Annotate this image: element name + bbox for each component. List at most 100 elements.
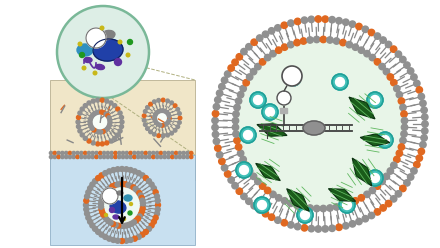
Circle shape [246, 198, 252, 204]
Circle shape [268, 28, 275, 34]
Circle shape [80, 151, 83, 155]
Circle shape [143, 119, 146, 122]
Circle shape [418, 93, 425, 100]
Circle shape [121, 223, 126, 228]
Circle shape [352, 198, 359, 204]
Circle shape [158, 123, 162, 127]
Circle shape [329, 17, 335, 23]
Circle shape [129, 221, 134, 226]
Circle shape [153, 132, 156, 136]
Circle shape [166, 99, 169, 103]
Circle shape [84, 151, 87, 155]
Circle shape [404, 62, 410, 68]
Circle shape [106, 155, 110, 159]
Circle shape [103, 151, 106, 155]
Circle shape [288, 20, 294, 26]
Circle shape [329, 225, 335, 231]
Circle shape [250, 92, 266, 108]
Circle shape [121, 155, 125, 159]
Circle shape [84, 198, 89, 203]
Circle shape [139, 212, 143, 217]
Circle shape [140, 173, 145, 178]
Circle shape [255, 63, 261, 70]
Circle shape [99, 201, 103, 206]
Circle shape [327, 205, 333, 211]
Circle shape [168, 117, 171, 120]
Circle shape [235, 144, 242, 150]
Circle shape [93, 71, 97, 75]
Circle shape [173, 128, 177, 132]
Circle shape [396, 150, 403, 156]
Circle shape [148, 155, 151, 159]
Circle shape [127, 222, 132, 227]
Circle shape [387, 168, 393, 174]
Circle shape [422, 121, 428, 127]
Circle shape [90, 112, 110, 132]
Circle shape [84, 155, 87, 159]
Circle shape [136, 216, 140, 221]
Circle shape [280, 84, 360, 164]
Circle shape [414, 161, 420, 168]
Circle shape [90, 126, 94, 130]
Circle shape [106, 114, 110, 118]
Circle shape [116, 133, 120, 137]
Circle shape [422, 114, 428, 120]
Circle shape [131, 185, 136, 190]
Circle shape [162, 123, 166, 127]
Circle shape [221, 77, 228, 83]
Circle shape [113, 222, 118, 227]
Circle shape [374, 59, 381, 65]
Circle shape [128, 39, 132, 44]
Circle shape [154, 121, 158, 124]
Circle shape [104, 112, 108, 116]
Circle shape [128, 211, 132, 215]
Circle shape [49, 155, 53, 159]
Circle shape [83, 104, 87, 108]
Circle shape [240, 127, 256, 143]
Circle shape [88, 117, 92, 121]
Circle shape [104, 217, 109, 222]
Circle shape [320, 205, 326, 212]
Circle shape [383, 68, 390, 75]
Circle shape [102, 111, 106, 115]
Circle shape [88, 120, 92, 124]
Circle shape [78, 129, 82, 133]
Bar [50, 80, 195, 180]
Circle shape [100, 26, 104, 30]
Circle shape [100, 210, 105, 215]
Circle shape [140, 206, 145, 211]
Circle shape [101, 184, 143, 226]
Circle shape [167, 114, 171, 118]
Circle shape [340, 39, 346, 46]
Circle shape [289, 73, 297, 83]
Circle shape [123, 182, 128, 187]
Circle shape [377, 132, 393, 148]
Circle shape [339, 197, 355, 213]
Circle shape [246, 74, 253, 80]
Circle shape [154, 119, 157, 123]
Circle shape [159, 155, 162, 159]
Circle shape [400, 104, 406, 111]
Circle shape [395, 191, 402, 197]
Circle shape [236, 162, 252, 178]
Circle shape [352, 44, 359, 50]
Circle shape [178, 151, 181, 155]
Circle shape [132, 236, 137, 241]
Circle shape [236, 188, 242, 194]
Circle shape [121, 182, 125, 186]
Circle shape [400, 137, 406, 144]
Circle shape [281, 22, 287, 29]
Circle shape [99, 155, 102, 159]
Circle shape [282, 44, 288, 50]
Circle shape [49, 151, 53, 155]
Circle shape [132, 220, 136, 225]
Circle shape [94, 129, 98, 133]
Circle shape [120, 124, 124, 128]
Circle shape [103, 155, 106, 159]
Circle shape [213, 110, 219, 117]
Circle shape [99, 173, 104, 178]
Circle shape [128, 168, 133, 173]
Circle shape [93, 112, 97, 116]
Circle shape [91, 99, 95, 103]
Circle shape [88, 219, 93, 224]
